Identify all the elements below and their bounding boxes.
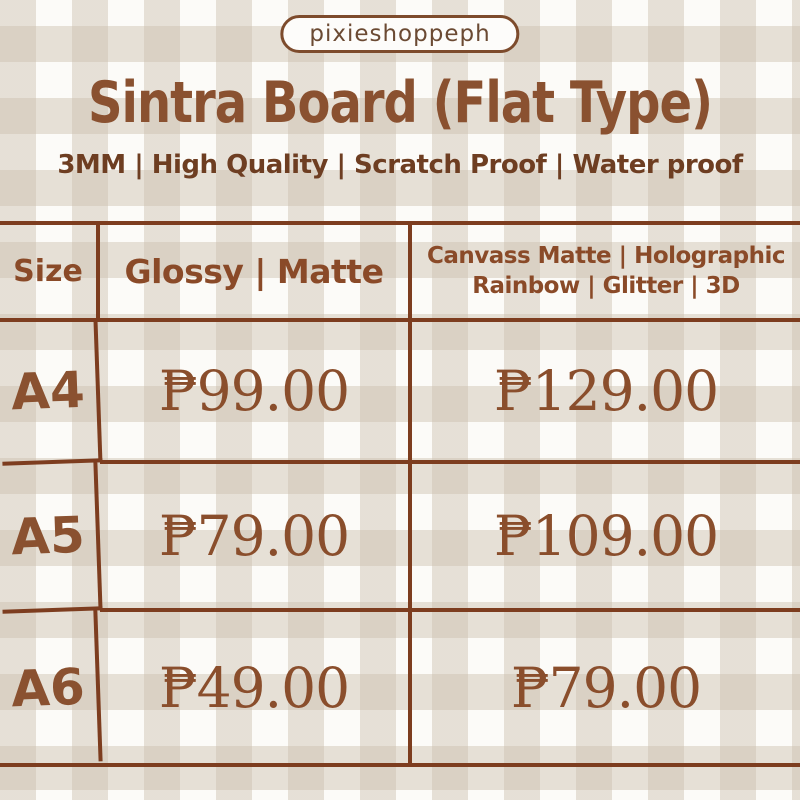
size-cell: A5 [0,462,103,614]
glossy-matte-price-cell: ₱79.00 [100,464,412,612]
size-cell: A4 [0,320,103,466]
canvass-price-cell: ₱129.00 [412,322,800,464]
col-header-canvass-line2: Rainbow | Glitter | 3D [472,272,740,299]
size-cell: A6 [0,610,103,765]
product-subtitle: 3MM | High Quality | Scratch Proof | Wat… [57,150,743,180]
shop-badge: pixieshoppeph [280,15,520,53]
glossy-matte-price-cell: ₱99.00 [100,322,412,464]
product-title: Sintra Board (Flat Type) [87,70,713,137]
col-header-canvass-line1: Canvass Matte | Holographic [426,242,786,269]
col-header-canvass: Canvass Matte | Holographic Rainbow | Gl… [412,225,800,322]
price-table: Size Glossy | Matte Canvass Matte | Holo… [0,221,800,767]
glossy-matte-price-cell: ₱49.00 [100,612,412,763]
shop-badge-label: pixieshoppeph [309,21,491,47]
col-header-size: Size [0,225,100,322]
canvass-price-cell: ₱79.00 [510,655,702,720]
col-header-glossy-matte: Glossy | Matte [100,225,412,322]
canvass-price-cell: ₱109.00 [412,464,800,612]
